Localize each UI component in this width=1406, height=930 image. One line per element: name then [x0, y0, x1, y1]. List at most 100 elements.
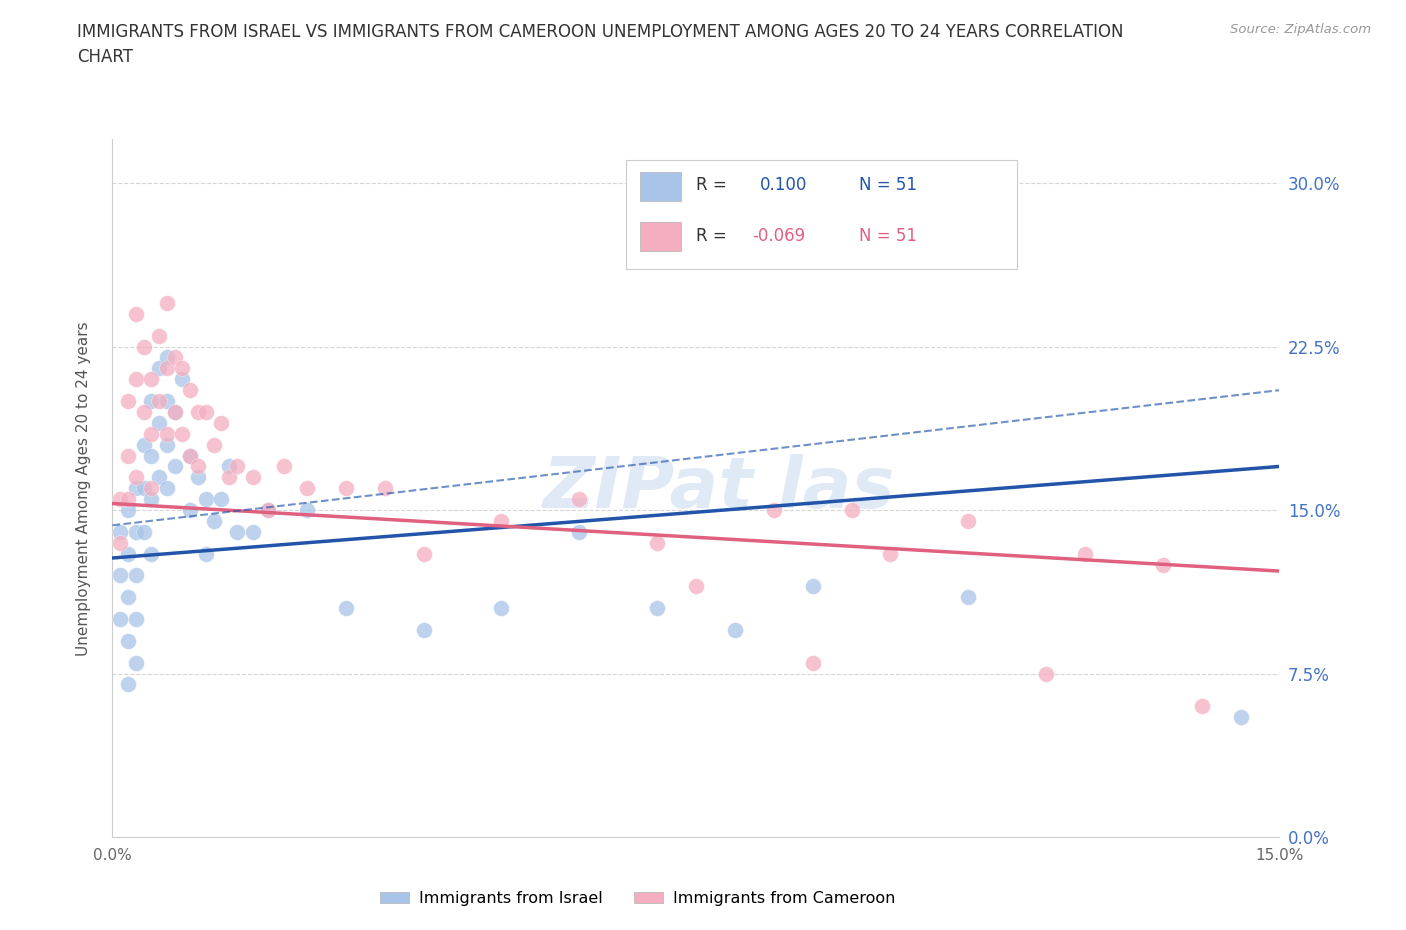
Point — [801, 578, 824, 593]
Point — [568, 492, 591, 507]
Point — [957, 590, 980, 604]
Text: Source: ZipAtlas.com: Source: ZipAtlas.com — [1230, 23, 1371, 36]
Point — [172, 361, 194, 376]
Text: N = 51: N = 51 — [859, 176, 917, 193]
Text: R =: R = — [696, 227, 727, 245]
Text: R =: R = — [696, 176, 727, 193]
Point — [202, 437, 225, 452]
Point — [125, 525, 148, 539]
Point — [117, 502, 139, 517]
Point — [125, 307, 148, 322]
Point — [491, 601, 513, 616]
Point — [132, 525, 155, 539]
Point — [156, 296, 179, 311]
Point — [148, 416, 170, 431]
Point — [125, 656, 148, 671]
Point — [125, 612, 148, 627]
Point — [117, 492, 139, 507]
Point — [141, 492, 163, 507]
Point — [187, 405, 209, 419]
Point — [273, 459, 295, 474]
Point — [141, 481, 163, 496]
Point — [156, 426, 179, 441]
Point — [335, 481, 357, 496]
Point — [1191, 698, 1213, 713]
Point — [172, 426, 194, 441]
Point — [117, 448, 139, 463]
Point — [141, 546, 163, 561]
Point — [335, 601, 357, 616]
Point — [156, 393, 179, 408]
Point — [132, 339, 155, 354]
Point — [179, 383, 201, 398]
Point — [218, 459, 240, 474]
Point — [1229, 710, 1251, 724]
Point — [957, 513, 980, 528]
Point — [179, 448, 201, 463]
Point — [117, 546, 139, 561]
Point — [132, 481, 155, 496]
Point — [1035, 666, 1057, 681]
Point — [117, 590, 139, 604]
Point — [148, 361, 170, 376]
Y-axis label: Unemployment Among Ages 20 to 24 years: Unemployment Among Ages 20 to 24 years — [76, 321, 91, 656]
Point — [187, 470, 209, 485]
Point — [194, 405, 217, 419]
Point — [179, 502, 201, 517]
Bar — [640, 221, 681, 251]
Point — [257, 502, 280, 517]
Point — [841, 502, 863, 517]
Point — [148, 393, 170, 408]
Point — [156, 361, 179, 376]
Point — [156, 437, 179, 452]
Point — [209, 416, 232, 431]
Point — [141, 372, 163, 387]
Point — [110, 525, 132, 539]
Point — [117, 393, 139, 408]
Point — [1074, 546, 1097, 561]
Point — [295, 481, 318, 496]
Text: ZIPat las: ZIPat las — [543, 454, 896, 523]
Point — [148, 470, 170, 485]
Point — [412, 622, 434, 637]
Point — [187, 459, 209, 474]
Point — [645, 536, 668, 551]
Point — [172, 372, 194, 387]
Point — [194, 546, 217, 561]
Point — [242, 470, 264, 485]
Point — [125, 470, 148, 485]
Point — [568, 525, 591, 539]
Point — [218, 470, 240, 485]
Point — [110, 492, 132, 507]
Point — [412, 546, 434, 561]
Text: IMMIGRANTS FROM ISRAEL VS IMMIGRANTS FROM CAMEROON UNEMPLOYMENT AMONG AGES 20 TO: IMMIGRANTS FROM ISRAEL VS IMMIGRANTS FRO… — [77, 23, 1123, 41]
Bar — [640, 172, 681, 201]
Point — [202, 513, 225, 528]
Point — [209, 492, 232, 507]
Point — [156, 350, 179, 365]
FancyBboxPatch shape — [626, 161, 1017, 269]
Point — [163, 459, 186, 474]
Point — [179, 448, 201, 463]
Point — [110, 568, 132, 583]
Point — [295, 502, 318, 517]
Point — [125, 568, 148, 583]
Point — [374, 481, 396, 496]
Point — [163, 405, 186, 419]
Point — [226, 525, 249, 539]
Point — [194, 492, 217, 507]
Point — [125, 481, 148, 496]
Legend: Immigrants from Israel, Immigrants from Cameroon: Immigrants from Israel, Immigrants from … — [374, 885, 901, 912]
Point — [491, 513, 513, 528]
Point — [879, 546, 901, 561]
Point — [801, 656, 824, 671]
Point — [645, 601, 668, 616]
Point — [132, 437, 155, 452]
Point — [1152, 557, 1174, 572]
Text: CHART: CHART — [77, 48, 134, 66]
Point — [117, 677, 139, 692]
Point — [226, 459, 249, 474]
Point — [110, 536, 132, 551]
Point — [141, 426, 163, 441]
Point — [163, 350, 186, 365]
